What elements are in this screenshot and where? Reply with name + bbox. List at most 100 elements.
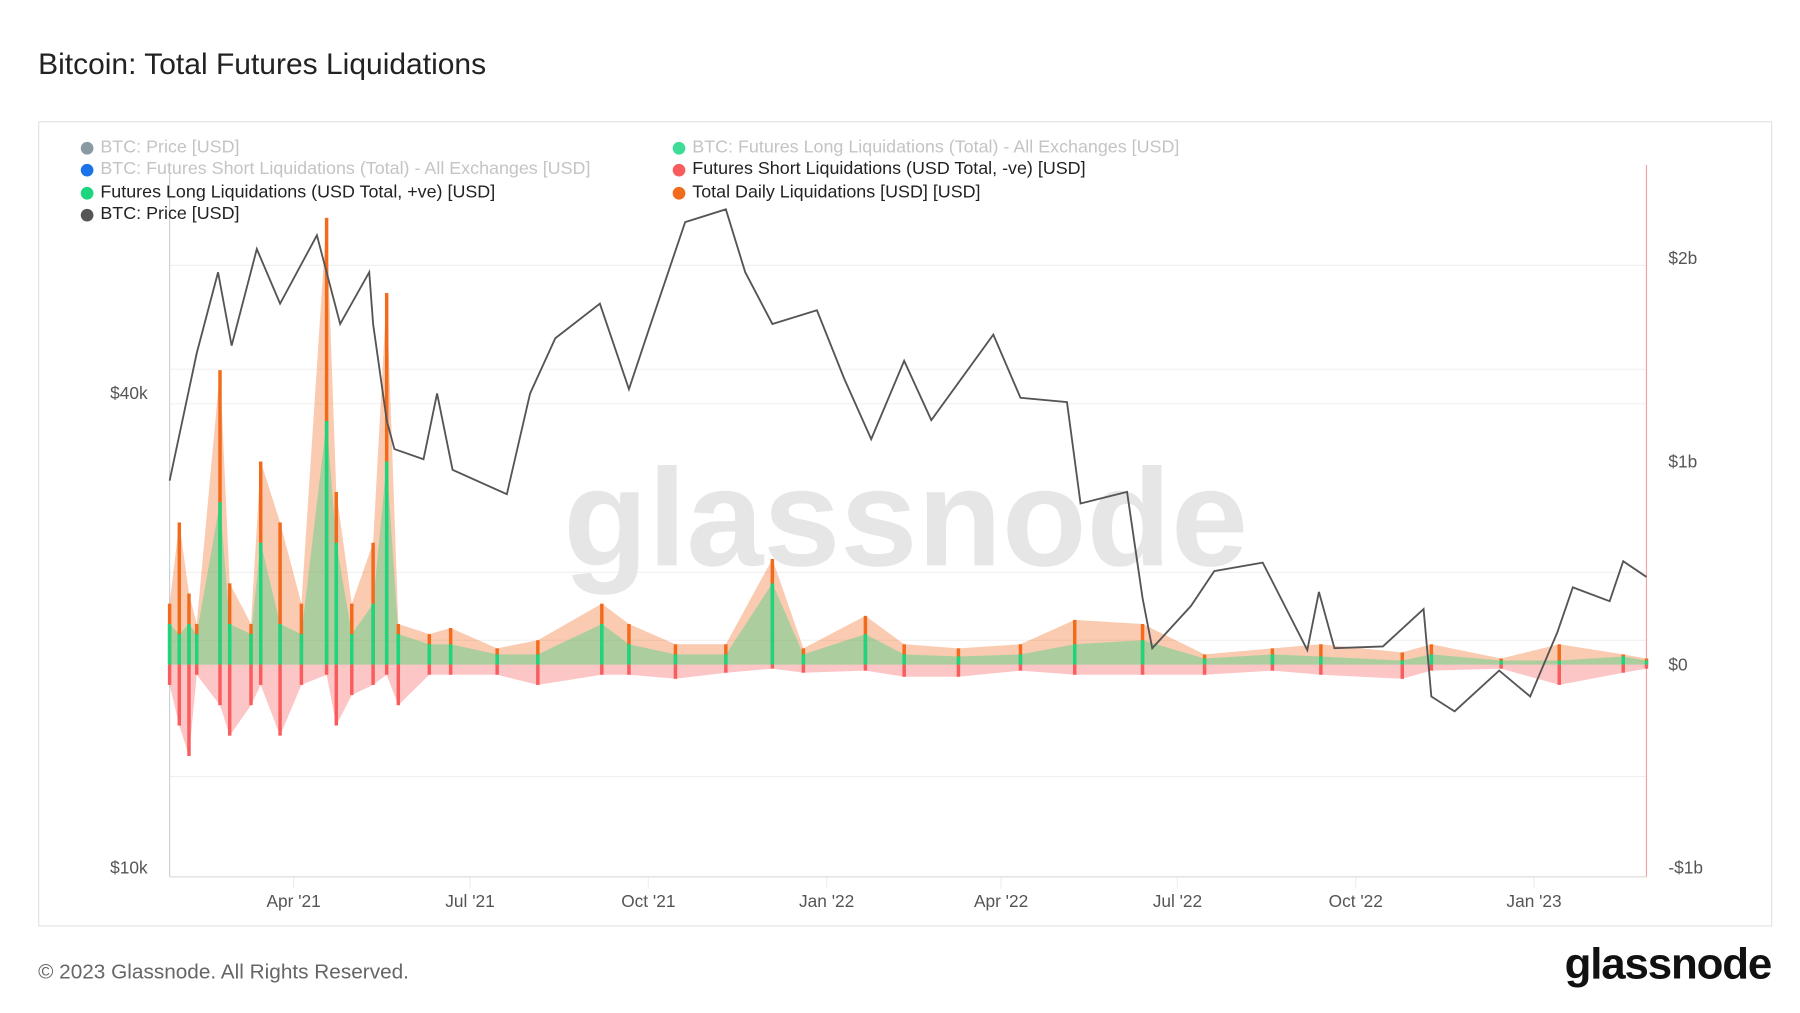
- legend-dot-icon: [80, 141, 94, 155]
- short-liquidation-bar: [1202, 664, 1207, 675]
- y-right-tick-label: $2b: [1668, 248, 1697, 268]
- long-liquidation-bar: [801, 654, 806, 665]
- long-liquidation-bar: [324, 420, 329, 665]
- short-liquidation-bar: [495, 664, 499, 675]
- short-liquidation-bar: [863, 664, 868, 671]
- chart-container: [38, 121, 1773, 927]
- short-liquidation-bar: [770, 664, 775, 669]
- legend-label: Futures Long Liquidations (USD Total, +v…: [100, 182, 496, 202]
- short-liquidation-bar: [177, 664, 182, 726]
- short-liquidation-bar: [334, 664, 339, 726]
- short-liquidation-bar: [1557, 664, 1561, 685]
- long-liquidation-bar: [863, 634, 868, 665]
- short-liquidation-bar: [600, 664, 604, 675]
- short-liquidation-bar: [673, 664, 678, 679]
- long-liquidation-bar: [249, 634, 253, 665]
- long-liquidation-bar: [195, 634, 199, 665]
- short-liquidation-bar: [187, 664, 191, 756]
- total-liquidation-bar: [1319, 644, 1323, 665]
- long-liquidation-bar: [334, 542, 339, 665]
- short-liquidation-bar: [448, 664, 453, 675]
- short-liquidation-bar: [258, 664, 263, 685]
- short-liquidation-bar: [1018, 664, 1023, 671]
- long-liquidation-bar: [1557, 660, 1561, 665]
- legend-label: Futures Short Liquidations (USD Total, -…: [692, 159, 1086, 179]
- long-liquidation-bar: [1499, 660, 1503, 665]
- short-liquidation-bar: [396, 664, 401, 706]
- short-liquidation-bar: [801, 664, 806, 673]
- long-liquidation-bar: [187, 623, 191, 665]
- x-tick-label: Jul '21: [445, 891, 494, 911]
- legend-dot-icon: [80, 186, 94, 200]
- legend-dot-icon: [672, 163, 686, 176]
- total-liquidation-bar: [278, 522, 282, 665]
- short-liquidation-bar: [384, 664, 389, 675]
- copyright: © 2023 Glassnode. All Rights Reserved.: [38, 959, 409, 984]
- short-liquidation-bar: [1319, 664, 1323, 675]
- short-liquidation-bar: [1644, 664, 1649, 669]
- long-liquidation-bar: [724, 654, 728, 665]
- short-liquidation-bar: [1072, 664, 1077, 675]
- glassnode-logo: glassnode: [1564, 940, 1773, 989]
- x-tick-label: Jul '22: [1153, 891, 1202, 911]
- legend-item[interactable]: Total Daily Liquidations [USD] [USD]: [672, 182, 981, 203]
- long-liquidation-bar: [536, 654, 540, 665]
- long-liquidation-bar: [1429, 654, 1434, 665]
- long-liquidation-bar: [396, 634, 401, 665]
- legend-item[interactable]: BTC: Futures Long Liquidations (Total) -…: [672, 137, 1180, 158]
- legend-label: BTC: Price [USD]: [100, 204, 240, 224]
- short-liquidation-bar: [371, 664, 375, 685]
- long-liquidation-bar: [448, 644, 453, 665]
- long-liquidation-bar: [371, 603, 375, 665]
- long-liquidation-bar: [673, 654, 678, 665]
- short-liquidation-bar: [167, 664, 172, 685]
- long-liquidation-bar: [902, 654, 906, 665]
- y-right-tick-label: $1b: [1668, 451, 1697, 471]
- y-left-tick-label: $40k: [110, 383, 148, 403]
- legend-dot-icon: [80, 208, 94, 221]
- long-liquidation-bar: [1202, 658, 1207, 665]
- legend-label: BTC: Futures Long Liquidations (Total) -…: [692, 137, 1180, 157]
- short-liquidation-bar: [427, 664, 432, 675]
- legend-item[interactable]: BTC: Price [USD]: [80, 137, 240, 158]
- short-liquidation-bar: [902, 664, 906, 677]
- legend-dot-icon: [672, 186, 686, 200]
- legend-item[interactable]: Futures Short Liquidations (USD Total, -…: [672, 159, 1086, 180]
- long-liquidation-bar: [299, 634, 304, 665]
- y-right-tick-label: $0: [1668, 654, 1687, 674]
- short-liquidation-bar: [350, 664, 354, 696]
- legend-dot-icon: [80, 163, 94, 176]
- short-liquidation-bar: [1270, 664, 1275, 671]
- legend-label: BTC: Price [USD]: [100, 137, 240, 157]
- long-liquidation-bar: [1400, 660, 1404, 665]
- total-liquidation-bar: [956, 648, 961, 665]
- legend-item[interactable]: BTC: Futures Short Liquidations (Total) …: [80, 159, 591, 180]
- short-liquidation-bar: [249, 664, 253, 706]
- short-liquidation-bar: [1140, 664, 1145, 675]
- total-liquidation-bar: [1072, 619, 1077, 665]
- total-liquidation-bar: [627, 623, 631, 665]
- long-liquidations-area: [169, 420, 1647, 665]
- legend-label: Total Daily Liquidations [USD] [USD]: [692, 182, 981, 202]
- long-liquidation-bar: [1621, 656, 1625, 665]
- long-liquidation-bar: [1140, 640, 1145, 665]
- x-tick-label: Apr '21: [267, 891, 321, 911]
- long-liquidation-bar: [1072, 644, 1077, 665]
- long-liquidation-bar: [956, 656, 961, 665]
- short-liquidation-bar: [227, 664, 232, 736]
- y-left-tick-label: $10k: [110, 858, 148, 878]
- long-liquidation-bar: [227, 623, 232, 665]
- price-line: [168, 208, 1647, 713]
- short-liquidation-bar: [324, 664, 329, 675]
- long-liquidation-bar: [1018, 654, 1023, 665]
- total-liquidation-bar: [1400, 652, 1404, 665]
- long-liquidation-bar: [350, 634, 354, 665]
- long-liquidation-bar: [177, 634, 182, 665]
- legend-item[interactable]: BTC: Price [USD]: [80, 204, 240, 225]
- legend-dot-icon: [672, 141, 686, 155]
- legend-item[interactable]: Futures Long Liquidations (USD Total, +v…: [80, 182, 496, 203]
- short-liquidation-bar: [1400, 664, 1404, 679]
- long-liquidation-bar: [627, 644, 631, 665]
